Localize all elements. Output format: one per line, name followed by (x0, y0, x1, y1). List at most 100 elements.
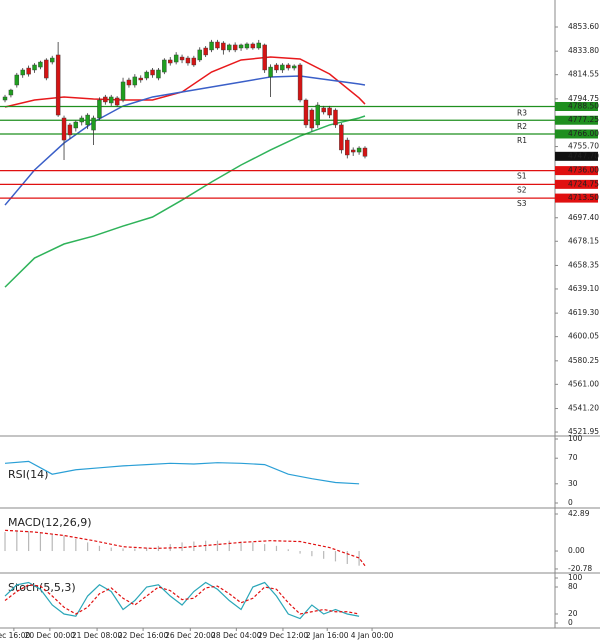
y-tick-label: 4521.95 (568, 427, 599, 436)
y-tick-label: 4794.75 (568, 94, 599, 103)
candle-body (232, 44, 238, 51)
candle-body (126, 79, 132, 86)
level-value: 4777.25 (568, 115, 599, 124)
level-box (555, 166, 598, 176)
candle-body (286, 64, 291, 69)
y-tick-label: 70 (568, 453, 578, 462)
y-tick-label: 4658.35 (568, 260, 599, 269)
level-name: R3 (517, 108, 527, 117)
y-tick-label: -20.78 (568, 564, 592, 573)
candle-body (221, 42, 226, 51)
candle-body (238, 44, 244, 49)
level-box (555, 193, 598, 203)
candle-body (26, 67, 31, 75)
candle-body (109, 96, 114, 104)
macd-bar (134, 548, 136, 552)
candle-body (185, 57, 191, 64)
candle-body (215, 41, 220, 49)
y-tick-label: 4833.80 (568, 46, 599, 55)
x-tick-label: 26 Dec 20:00 (165, 631, 216, 640)
candle-body (345, 139, 350, 156)
macd-bar (287, 549, 289, 552)
indicator-line (4, 56, 366, 108)
candle-body (73, 121, 79, 129)
x-tick-label: 20 Dec 00:00 (25, 631, 76, 640)
macd-bar (346, 551, 348, 564)
candle-body (85, 114, 90, 126)
candle-body (321, 107, 326, 113)
macd-bar (334, 551, 337, 562)
macd-bar (16, 530, 18, 552)
macd-bar (299, 551, 301, 554)
candle-body (44, 59, 49, 79)
candle-body (203, 47, 208, 56)
level-value: 4766.00 (568, 129, 599, 138)
macd-bar (157, 545, 160, 552)
macd-bar (323, 551, 325, 559)
last-price-box (555, 151, 598, 161)
candle-body (303, 99, 309, 126)
level-name: R1 (517, 136, 527, 145)
y-tick-label: 4580.25 (568, 356, 599, 365)
x-tick-label: 4 Jan 00:00 (351, 631, 394, 640)
indicator-line (4, 115, 366, 288)
candle-body (315, 104, 320, 126)
y-tick-label: 4619.30 (568, 308, 599, 317)
macd-bar (122, 548, 124, 552)
macd-bar (63, 535, 65, 552)
indicator-line (4, 581, 360, 620)
y-tick-label: 4697.40 (568, 213, 599, 222)
candle-body (91, 117, 96, 131)
level-box (555, 179, 598, 189)
level-name: R2 (517, 122, 527, 131)
y-tick-label: 42.89 (568, 509, 590, 518)
x-tick-label: ec 16:00 (0, 631, 30, 640)
y-tick-label: 4541.20 (568, 404, 599, 413)
level-name: S3 (517, 199, 527, 208)
candle-body (250, 43, 256, 49)
level-value: 4788.50 (568, 101, 599, 110)
candle-body (20, 69, 25, 76)
candle-body (2, 96, 8, 101)
macd-bar (181, 542, 183, 552)
candle-body (32, 64, 37, 71)
candle-body (256, 42, 261, 49)
indicator-line (4, 460, 360, 485)
y-tick-label: 4853.60 (568, 22, 599, 31)
y-tick-label: 0 (568, 618, 573, 627)
level-value: 4724.75 (568, 179, 599, 188)
candle-body (114, 97, 120, 106)
candle-body (79, 117, 84, 123)
candle-body (97, 99, 102, 119)
candle-body (132, 76, 138, 86)
macd-bar (4, 532, 6, 552)
candle-body (50, 57, 55, 63)
macd-bar (228, 540, 230, 552)
candle-body (280, 64, 285, 71)
y-tick-label: 0 (568, 498, 573, 507)
y-tick-label: 4755.70 (568, 142, 599, 151)
candle-body (209, 41, 214, 51)
macd-bar (146, 547, 148, 552)
y-tick-label: 4678.15 (568, 236, 599, 245)
candle-body (61, 117, 67, 141)
candle-body (291, 65, 297, 69)
macd-bar (75, 538, 77, 552)
level-box (555, 115, 598, 125)
y-tick-label: 20 (568, 609, 578, 618)
pane-title: MACD(12,26,9) (8, 516, 92, 529)
candle-body (38, 61, 43, 68)
candle-body (339, 124, 344, 151)
candle-body (274, 64, 279, 71)
candle-body (297, 64, 303, 101)
level-box (555, 101, 598, 111)
candle-body (179, 56, 185, 61)
y-tick-label: 100 (568, 573, 583, 582)
candle-body (191, 57, 197, 66)
indicator-line (4, 529, 366, 567)
candle-body (67, 124, 73, 136)
macd-bar (311, 551, 313, 557)
macd-bar (39, 532, 42, 552)
candle-body (103, 96, 108, 103)
